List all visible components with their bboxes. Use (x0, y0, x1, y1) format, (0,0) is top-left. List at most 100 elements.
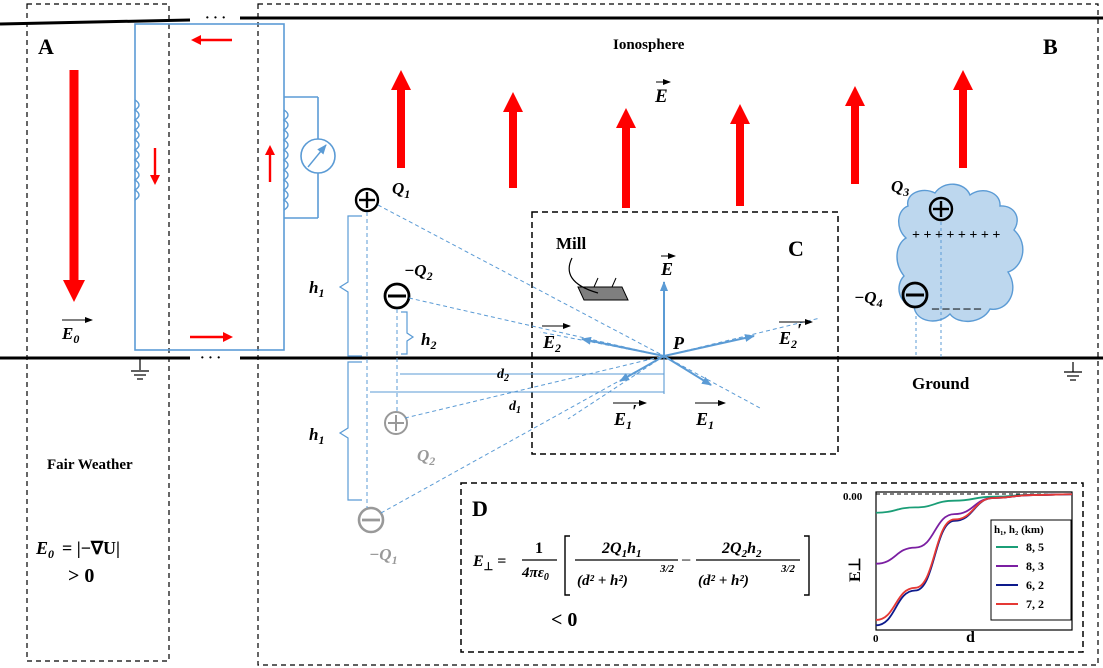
panel-label-c: C (788, 236, 804, 261)
svg-text:E⊥=: E⊥ = (472, 553, 506, 573)
vector-label-e1-prime: E1′ (613, 400, 647, 432)
legend-entry: 6, 2 (1026, 578, 1044, 592)
charge-q2-negative: −Q2 (383, 261, 433, 310)
e0-label: E0 (61, 317, 93, 346)
panel-d-border (460, 482, 1084, 653)
svg-text:Q3: Q3 (891, 177, 909, 199)
charge-q4-negative: −Q4 (854, 281, 929, 310)
x-axis-label: d (966, 629, 975, 646)
h1-upper-brace (338, 215, 362, 357)
svg-text:> 0: > 0 (68, 565, 94, 587)
inductor-left (133, 99, 140, 201)
svg-text:Q2: Q2 (417, 446, 435, 468)
svg-text:(d² + h²): (d² + h²) (577, 573, 628, 589)
series-line (875, 493, 1073, 621)
cloud-negative-row: – – – – – (931, 301, 982, 316)
svg-text:4πε0: 4πε0 (521, 565, 549, 583)
field-mill (568, 257, 629, 301)
h2-label: h2 (421, 330, 436, 352)
svg-text:· · ·: · · · (205, 11, 226, 26)
d2-label: d2 (497, 367, 509, 384)
legend-entry: 8, 3 (1026, 559, 1044, 573)
ammeter (300, 138, 336, 174)
panel-b-border (257, 3, 1099, 666)
fair-weather-label: Fair Weather (47, 457, 133, 473)
svg-text:< 0: < 0 (551, 609, 577, 631)
ground-symbol-right (1064, 362, 1082, 381)
e0-field-arrowhead (63, 280, 85, 302)
field-arrow-up-head (616, 108, 636, 128)
x-tick-label: 0 (873, 633, 879, 645)
charge-q1-image: −Q1 (357, 506, 398, 567)
charge-q1-positive: Q1 (354, 179, 410, 213)
h2-brace (401, 311, 415, 355)
svg-text:E0: E0 (61, 324, 79, 346)
field-arrow-up-head (391, 70, 411, 90)
current-arrows (150, 35, 275, 342)
svg-text:E: E (660, 259, 673, 279)
cloud-positive-row: + + + + + + + + (912, 228, 1000, 243)
svg-text:−Q1: −Q1 (369, 545, 398, 567)
charge-q2-image: Q2 (384, 411, 435, 468)
point-p-label: P (672, 333, 685, 353)
legend-entry: 7, 2 (1026, 597, 1044, 611)
svg-text:3/2: 3/2 (780, 563, 796, 575)
mill-label: Mill (556, 234, 586, 253)
ground-label: Ground (912, 374, 970, 393)
legend-items: 8, 5 8, 3 6, 2 7, 2 (996, 540, 1044, 611)
ionosphere-line: · · · (0, 11, 1103, 26)
svg-text:E0= |−∇U|: E0 = |−∇U| (35, 538, 120, 561)
vector-label-e2-prime: E2′ (778, 319, 813, 351)
panel-label-d: D (472, 496, 488, 521)
vector-label-e: E (660, 253, 676, 279)
svg-text:E2: E2 (542, 332, 561, 355)
ground-line: · · · (0, 351, 1103, 366)
svg-text:1: 1 (535, 540, 543, 557)
series-lines (875, 493, 1073, 627)
inductor-right (282, 109, 289, 211)
svg-text:−Q2: −Q2 (404, 261, 433, 283)
panel-label-b: B (1043, 34, 1058, 59)
legend-entry: 8, 5 (1026, 540, 1044, 554)
svg-text:E: E (654, 86, 668, 107)
h1-lower-brace (338, 361, 362, 501)
svg-text:3/2: 3/2 (659, 563, 675, 575)
distance-lines (370, 356, 665, 394)
inset-chart: 0.00 0 d E⊥ h₁, h₂ (km) 8, 5 8, 3 6, 2 7, 2 (843, 491, 1073, 646)
d1-label: d1 (509, 399, 521, 416)
field-arrow-up-head (503, 92, 523, 112)
h1-lower-label: h1 (309, 425, 324, 447)
circuit (134, 23, 319, 351)
svg-text:−Q4: −Q4 (854, 288, 883, 310)
svg-text:Q1: Q1 (392, 179, 410, 201)
charge-q3-positive: Q3 (891, 177, 954, 222)
equation-a: E0 = |−∇U| > 0 (35, 538, 120, 587)
ground-symbol-left (131, 358, 149, 380)
field-arrow-up-head (845, 86, 865, 106)
e-field-label: E (654, 79, 671, 107)
field-arrows (391, 70, 973, 208)
field-arrow-up-head (730, 104, 750, 124)
thundercloud (896, 183, 1024, 358)
ionosphere-label: Ionosphere (613, 37, 685, 53)
y-tick-label: 0.00 (843, 491, 863, 503)
equation-d: E⊥ = 1 4πε0 2Q1h1 (d² + h²) 3/2 − 2Q2h2 (… (472, 535, 810, 631)
svg-text:2Q1h1: 2Q1h1 (601, 540, 641, 560)
panel-c-border (531, 211, 839, 455)
field-vector-extensions (539, 317, 821, 420)
svg-text:−: − (681, 550, 691, 570)
svg-text:E1: E1 (695, 409, 714, 432)
svg-text:2Q2h2: 2Q2h2 (721, 540, 762, 560)
field-arrow-up-head (953, 70, 973, 90)
panel-a-border (26, 3, 170, 662)
y-axis-label: E⊥ (847, 557, 864, 582)
panel-label-a: A (38, 34, 54, 59)
legend-title: h₁, h₂ (km) (994, 524, 1044, 536)
h1-upper-label: h1 (309, 278, 324, 300)
svg-text:E2′: E2′ (778, 320, 802, 351)
svg-text:E1′: E1′ (613, 401, 637, 432)
vector-label-e2: E2 (542, 323, 571, 355)
vector-label-e1: E1 (695, 400, 726, 432)
svg-text:(d² + h²): (d² + h²) (698, 573, 749, 589)
